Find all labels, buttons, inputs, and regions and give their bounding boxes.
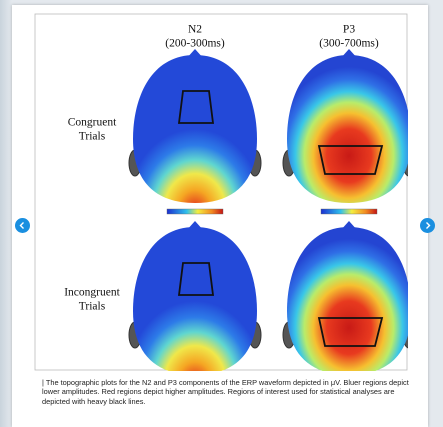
- row-label: Trials: [79, 301, 106, 313]
- region-of-interest: [317, 317, 384, 347]
- column-window: (200-300ms): [165, 38, 225, 50]
- column-title: N2: [188, 24, 202, 36]
- scalp: [133, 55, 257, 203]
- topo-maps: [128, 49, 408, 371]
- previous-button[interactable]: [15, 218, 30, 233]
- scalp: [133, 227, 257, 371]
- figure-panel: N2 (200-300ms) P3 (300-700ms) Congruent …: [12, 5, 428, 427]
- caption: | The topographic plots for the N2 and P…: [42, 378, 409, 406]
- scalp: [287, 227, 408, 371]
- next-button[interactable]: [420, 218, 435, 233]
- column-title: P3: [343, 24, 355, 36]
- region-of-interest: [177, 262, 215, 296]
- colorbar: [166, 208, 224, 215]
- row-label: Incongruent: [64, 287, 120, 299]
- region-of-interest: [317, 145, 384, 175]
- figure: N2 (200-300ms) P3 (300-700ms) Congruent …: [34, 13, 408, 371]
- column-window: (300-700ms): [319, 38, 379, 50]
- chevron-left: [19, 222, 24, 229]
- region-of-interest: [177, 90, 215, 124]
- row-label: Trials: [79, 131, 106, 143]
- colorbar: [320, 208, 378, 215]
- row-label: Congruent: [68, 117, 117, 129]
- chevron-right: [426, 222, 431, 229]
- scalp: [287, 55, 408, 203]
